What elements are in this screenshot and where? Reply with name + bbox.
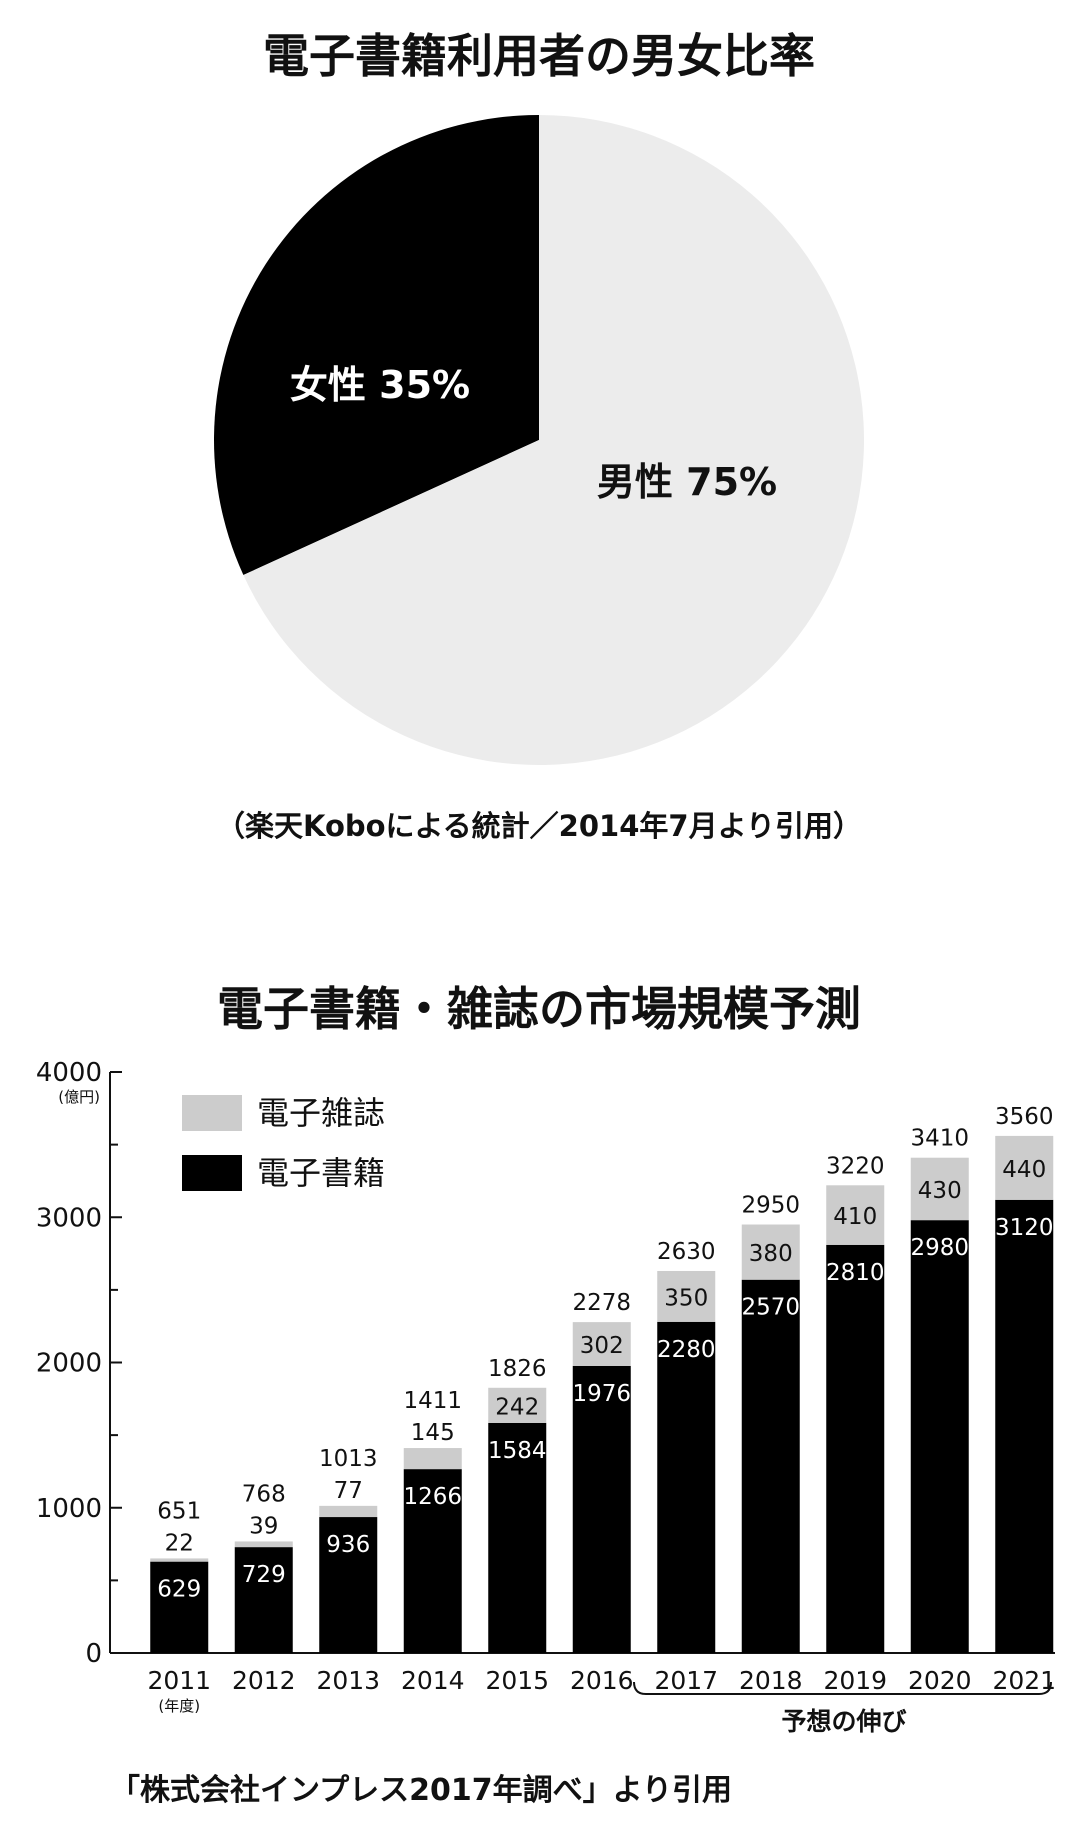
y-tick-label: 3000 — [36, 1203, 102, 1233]
pie-slice-0 — [213, 115, 539, 576]
forecast-bracket — [633, 1681, 1052, 1695]
bar-source: 「株式会社インプレス2017年調べ」より引用 — [110, 1773, 732, 1808]
bar-chart: 0 1000 2000 3000 4000(億円) 629 22 651 2011 (年度) 729… — [36, 1058, 1056, 1715]
value-total-2016: 2278 — [572, 1290, 631, 1316]
y-tick-label: 0 — [85, 1639, 102, 1669]
y-tick-label: 1000 — [36, 1494, 102, 1524]
bar-magazine-2011 — [150, 1558, 209, 1562]
x-tick-label-2016: 2016 — [570, 1666, 634, 1695]
pie-source: （楽天Koboによる統計／2014年7月より引用） — [216, 809, 862, 843]
legend-swatch-magazine — [182, 1095, 242, 1131]
x-tick-label-2014: 2014 — [401, 1666, 465, 1695]
pie-slice-1 — [243, 115, 864, 766]
bar-magazine-2015 — [488, 1387, 547, 1423]
value-books-2017: 2280 — [657, 1337, 716, 1363]
bar-books-2020 — [910, 1220, 969, 1653]
value-total-2015: 1826 — [488, 1356, 547, 1382]
value-total-2021: 3560 — [995, 1104, 1054, 1130]
value-magazine-2016: 302 — [580, 1333, 624, 1359]
value-books-2012: 729 — [242, 1562, 286, 1588]
bar-magazine-2012 — [234, 1541, 293, 1548]
x-tick-label-2020: 2020 — [908, 1666, 972, 1695]
bar-magazine-2013 — [319, 1505, 378, 1518]
value-magazine-2020: 430 — [918, 1178, 962, 1204]
value-books-2014: 1266 — [403, 1484, 462, 1510]
bar-magazine-2019 — [826, 1185, 885, 1245]
value-books-2019: 2810 — [826, 1260, 885, 1286]
pie-title: 電子書籍利用者の男女比率 — [263, 29, 815, 83]
value-total-2012: 768 — [242, 1481, 286, 1507]
forecast-label: 予想の伸び — [781, 1707, 906, 1736]
bar-title: 電子書籍・雑誌の市場規模予測 — [217, 982, 861, 1036]
bar-books-2014 — [403, 1469, 462, 1653]
bar-books-2019 — [826, 1244, 885, 1653]
x-tick-label-2011: 2011 — [147, 1666, 211, 1695]
value-magazine-2013: 77 — [334, 1478, 363, 1504]
value-magazine-2012: 39 — [249, 1513, 278, 1539]
value-books-2018: 2570 — [741, 1295, 800, 1321]
pie-label-1: 男性 75% — [597, 460, 777, 504]
value-magazine-2015: 242 — [495, 1394, 539, 1420]
legend-label-magazine: 電子雑誌 — [257, 1094, 385, 1132]
bar-magazine-2021 — [995, 1135, 1054, 1200]
bar-magazine-2017 — [657, 1270, 716, 1322]
bar-books-2018 — [741, 1279, 800, 1653]
bar-magazine-2018 — [741, 1224, 800, 1280]
bar-books-2016 — [572, 1365, 631, 1653]
value-total-2018: 2950 — [741, 1193, 800, 1219]
value-total-2014: 1411 — [403, 1388, 462, 1414]
x-tick-label-2018: 2018 — [739, 1666, 803, 1695]
y-tick-label: 4000 — [36, 1058, 102, 1088]
x-tick-label-2019: 2019 — [823, 1666, 887, 1695]
value-total-2019: 3220 — [826, 1153, 885, 1179]
value-magazine-2021: 440 — [1002, 1157, 1046, 1183]
value-total-2011: 651 — [157, 1498, 201, 1524]
value-books-2020: 2980 — [910, 1235, 969, 1261]
value-total-2017: 2630 — [657, 1239, 716, 1265]
x-tick-label-2021: 2021 — [992, 1666, 1056, 1695]
bar-books-2011 — [150, 1561, 209, 1653]
pie-chart: 女性 35% 男性 75% — [213, 115, 864, 766]
value-magazine-2011: 22 — [165, 1530, 194, 1556]
value-books-2013: 936 — [326, 1532, 370, 1558]
value-magazine-2019: 410 — [833, 1204, 877, 1230]
x-tick-label-2015: 2015 — [485, 1666, 549, 1695]
bar-magazine-2016 — [572, 1322, 631, 1366]
bar-books-2015 — [488, 1422, 547, 1653]
bar-books-2017 — [657, 1321, 716, 1653]
legend-swatch-books — [182, 1155, 242, 1191]
x-unit: (年度) — [158, 1697, 200, 1715]
value-magazine-2014: 145 — [411, 1420, 455, 1446]
bar-books-2013 — [319, 1517, 378, 1653]
y-tick-label: 2000 — [36, 1349, 102, 1379]
value-books-2015: 1584 — [488, 1438, 547, 1464]
bar-magazine-2014 — [403, 1448, 462, 1470]
bar-books-2012 — [234, 1547, 293, 1653]
bar-books-2021 — [995, 1199, 1054, 1653]
x-tick-label-2013: 2013 — [316, 1666, 380, 1695]
pie-label-0: 女性 35% — [290, 363, 470, 407]
legend-label-books: 電子書籍 — [257, 1154, 385, 1192]
x-tick-label-2017: 2017 — [654, 1666, 718, 1695]
value-total-2020: 3410 — [910, 1126, 969, 1152]
value-magazine-2017: 350 — [664, 1285, 708, 1311]
x-tick-label-2012: 2012 — [232, 1666, 296, 1695]
value-magazine-2018: 380 — [749, 1241, 793, 1267]
value-total-2013: 1013 — [319, 1446, 378, 1472]
y-unit: (億円) — [58, 1088, 100, 1106]
bar-magazine-2020 — [910, 1157, 969, 1221]
value-books-2011: 629 — [157, 1577, 201, 1603]
value-books-2021: 3120 — [995, 1215, 1054, 1241]
value-books-2016: 1976 — [572, 1381, 631, 1407]
